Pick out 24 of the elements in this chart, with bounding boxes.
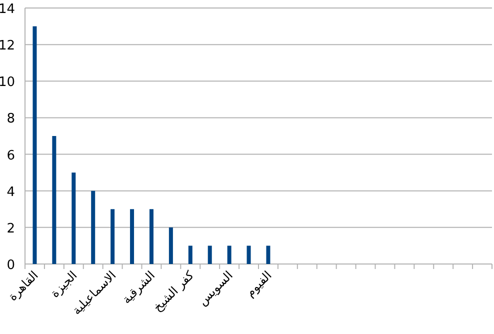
x-tick-label: الفيوم [243,268,274,300]
y-tick-label: 2 [6,221,15,236]
y-tick-label: 4 [6,184,15,200]
bar [91,190,96,264]
x-tick-label: الشرقية [119,268,158,306]
y-tick-label: 8 [6,112,15,127]
y-tick-label: 14 [0,2,15,17]
x-tick-label: السويس [195,268,236,308]
bar [32,26,37,264]
y-tick-label: 6 [6,148,15,164]
bar [149,209,154,264]
y-tick-label: 12 [0,38,15,54]
y-tick-label: 10 [0,75,15,90]
bar [246,246,251,264]
bar [168,227,173,264]
bar [208,246,212,264]
bar [227,246,232,264]
bar [72,172,76,264]
x-tick-label: الجيزة [48,268,80,300]
bar [110,209,115,264]
bar [130,209,134,264]
bar [266,246,270,264]
bar [188,246,192,264]
bar [52,136,56,264]
